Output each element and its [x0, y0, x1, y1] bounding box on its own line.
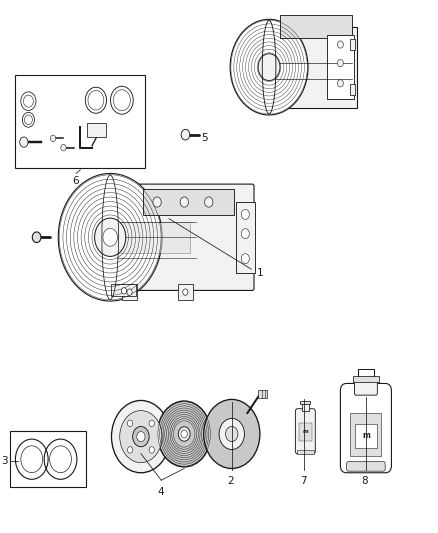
Circle shape [121, 288, 127, 294]
Circle shape [149, 447, 154, 453]
Bar [327, 35, 354, 100]
FancyBboxPatch shape [346, 462, 385, 471]
Text: 3: 3 [1, 456, 8, 465]
Bar [299, 423, 312, 441]
Bar [300, 401, 310, 404]
Text: 8: 8 [361, 477, 368, 487]
Circle shape [112, 400, 170, 473]
Text: m: m [362, 431, 370, 440]
Circle shape [133, 426, 149, 447]
Text: 6: 6 [73, 176, 79, 186]
Circle shape [127, 447, 133, 453]
Circle shape [241, 229, 249, 239]
Bar [350, 39, 355, 50]
Bar [279, 15, 353, 38]
Circle shape [32, 232, 41, 243]
FancyBboxPatch shape [111, 184, 254, 290]
Circle shape [204, 399, 260, 469]
Circle shape [50, 135, 56, 142]
Text: 4: 4 [158, 487, 165, 497]
Circle shape [103, 228, 117, 246]
FancyBboxPatch shape [340, 383, 392, 473]
Circle shape [157, 401, 211, 467]
FancyBboxPatch shape [354, 379, 378, 395]
Circle shape [127, 289, 132, 295]
Text: 7: 7 [300, 477, 307, 487]
Text: m: m [303, 429, 308, 434]
Circle shape [181, 130, 190, 140]
Bar [122, 285, 137, 300]
Circle shape [230, 19, 308, 115]
Circle shape [241, 209, 249, 220]
Bar [87, 124, 106, 136]
Circle shape [127, 420, 133, 426]
Bar [302, 402, 309, 411]
Circle shape [120, 410, 162, 463]
Circle shape [61, 144, 66, 151]
FancyBboxPatch shape [295, 409, 315, 454]
Circle shape [20, 137, 28, 147]
Bar [177, 285, 193, 300]
Text: 2: 2 [227, 477, 234, 487]
Circle shape [258, 54, 280, 80]
Bar [350, 84, 355, 95]
Bar [350, 413, 381, 456]
Bar [353, 376, 378, 382]
Bar [15, 75, 145, 168]
Bar [271, 27, 357, 108]
Circle shape [337, 79, 343, 87]
Bar [111, 285, 137, 296]
Circle shape [337, 60, 343, 67]
Bar [144, 189, 234, 215]
Bar [355, 424, 377, 448]
Circle shape [178, 427, 190, 441]
Bar [10, 431, 85, 487]
Circle shape [180, 197, 188, 207]
Circle shape [183, 289, 188, 295]
Bar [297, 450, 314, 454]
Circle shape [58, 173, 162, 301]
Bar [258, 390, 267, 399]
Circle shape [149, 420, 154, 426]
Bar [236, 201, 255, 273]
Text: 1: 1 [256, 268, 263, 278]
Circle shape [137, 432, 145, 442]
Text: 5: 5 [201, 133, 208, 143]
Circle shape [241, 254, 249, 264]
Circle shape [337, 41, 343, 48]
Circle shape [219, 418, 244, 449]
Circle shape [181, 430, 187, 438]
Circle shape [95, 218, 126, 256]
Bar [113, 222, 190, 253]
Circle shape [153, 197, 161, 207]
Circle shape [205, 197, 213, 207]
Circle shape [226, 426, 238, 441]
